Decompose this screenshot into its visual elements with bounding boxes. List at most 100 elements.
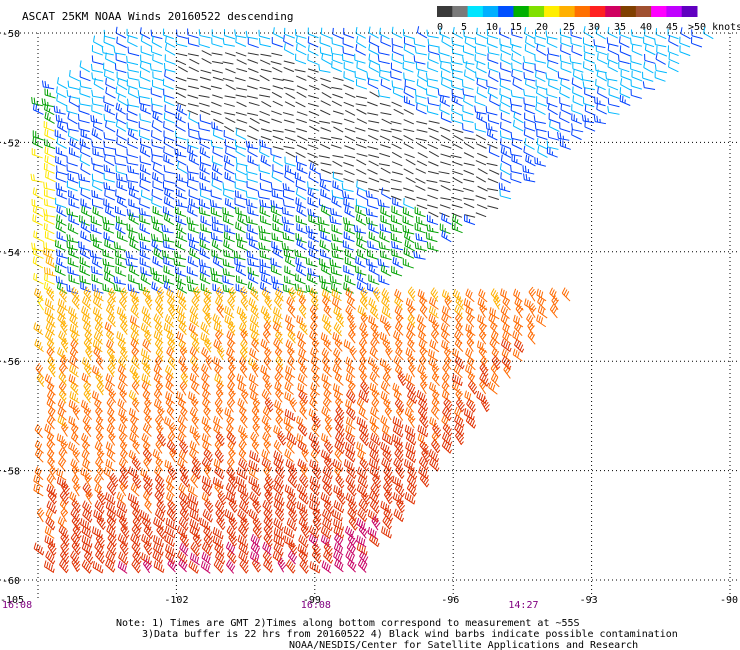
- wind-barb: [103, 198, 115, 210]
- wind-barb: [311, 413, 321, 429]
- wind-barb: [284, 372, 294, 387]
- wind-barb: [169, 422, 177, 438]
- grid-lines: [0, 32, 740, 600]
- wind-barb: [103, 95, 115, 107]
- wind-barb: [114, 157, 127, 167]
- wind-barb: [355, 213, 367, 226]
- wind-barb: [105, 373, 116, 387]
- wind-barb: [188, 239, 200, 252]
- wind-barb: [427, 45, 440, 56]
- wind-barb: [309, 561, 321, 574]
- wind-barb: [272, 164, 284, 175]
- wind-barb: [287, 329, 296, 344]
- wind-barb: [119, 464, 129, 480]
- wind-barb: [115, 53, 127, 64]
- wind-barb: [378, 163, 390, 167]
- wind-barb: [466, 337, 475, 352]
- wind-barb: [153, 534, 164, 548]
- wind-barb: [162, 28, 174, 40]
- wind-barb: [117, 560, 128, 574]
- wind-barb: [607, 106, 620, 115]
- wind-barb: [441, 313, 451, 327]
- wind-barb: [343, 178, 355, 183]
- wind-barb: [222, 275, 234, 286]
- wind-barb: [368, 134, 379, 141]
- wind-barb: [444, 295, 453, 311]
- wind-barb: [510, 172, 522, 184]
- wind-barb: [474, 37, 487, 47]
- wind-barb: [344, 248, 356, 260]
- wind-barb: [390, 187, 402, 191]
- wind-barb: [70, 431, 80, 446]
- wind-barb: [583, 37, 595, 48]
- wind-barb: [283, 119, 295, 124]
- wind-barb: [317, 216, 330, 226]
- wind-barb: [379, 152, 391, 158]
- wind-barb: [225, 68, 236, 74]
- wind-barb: [140, 103, 152, 115]
- wind-barb: [356, 36, 367, 49]
- wind-barb: [296, 264, 307, 277]
- wind-barb: [667, 45, 679, 57]
- wind-barb: [356, 179, 368, 184]
- wind-barb: [548, 79, 559, 91]
- wind-barb: [547, 53, 559, 65]
- wind-barb: [210, 189, 222, 200]
- wind-barb: [535, 103, 546, 115]
- wind-barb: [212, 526, 224, 540]
- wind-barb: [199, 137, 210, 150]
- wind-barb: [310, 347, 320, 361]
- wind-barb: [31, 148, 43, 159]
- wind-barb: [44, 155, 55, 167]
- wind-barb: [260, 68, 272, 73]
- wind-barb: [43, 120, 55, 132]
- wind-barb: [66, 164, 79, 175]
- wind-barb: [284, 448, 294, 463]
- wind-barb: [66, 89, 79, 99]
- wind-barb: [285, 92, 296, 100]
- wind-barb: [416, 160, 428, 167]
- wind-barb: [379, 223, 392, 234]
- wind-barb: [487, 205, 499, 210]
- wind-barb: [259, 206, 271, 218]
- wind-barb: [429, 339, 440, 353]
- wind-barb: [212, 69, 223, 74]
- wind-barb: [478, 288, 488, 303]
- wind-barb: [163, 62, 176, 73]
- wind-barb: [345, 373, 356, 387]
- wind-barb: [168, 304, 176, 320]
- wind-barb: [344, 135, 356, 142]
- wind-barb: [34, 448, 44, 463]
- wind-barb: [332, 110, 344, 115]
- wind-barb: [227, 354, 236, 369]
- wind-barb: [297, 458, 308, 472]
- wind-barb: [420, 379, 428, 395]
- wind-barb: [394, 305, 404, 320]
- wind-barb: [125, 251, 138, 260]
- wind-barb: [295, 151, 306, 158]
- x-tick-label: -99: [303, 595, 321, 606]
- wind-barb: [178, 320, 187, 336]
- wind-barb: [151, 239, 162, 252]
- wind-barb: [356, 441, 367, 455]
- wind-barb: [215, 296, 224, 311]
- wind-barb: [102, 248, 114, 260]
- wind-barb: [223, 154, 235, 167]
- wind-barb: [547, 47, 560, 57]
- wind-barb: [377, 46, 390, 56]
- y-tick-label: -52: [2, 138, 20, 149]
- wind-barb: [94, 441, 104, 455]
- wind-barb: [33, 542, 45, 556]
- wind-barb: [288, 507, 298, 523]
- wind-barb: [286, 517, 298, 532]
- wind-barb: [177, 414, 187, 429]
- wind-barb: [82, 482, 92, 498]
- wind-barb: [150, 97, 163, 108]
- wind-barb: [200, 215, 212, 227]
- wind-barb: [193, 430, 201, 446]
- wind-barb: [378, 274, 390, 286]
- wind-barb: [630, 62, 642, 73]
- wind-barb: [428, 211, 439, 218]
- wind-barb: [296, 85, 308, 91]
- wind-barb: [323, 337, 332, 352]
